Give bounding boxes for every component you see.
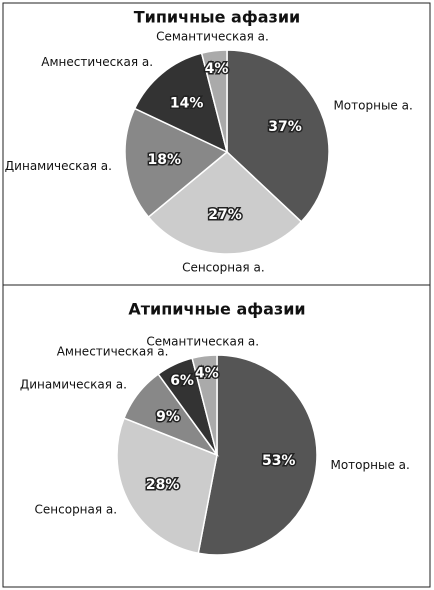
category-label: Сенсорная а. <box>35 502 118 516</box>
chart-title: Атипичные афазии <box>128 300 305 319</box>
category-label: Семантическая а. <box>156 29 269 43</box>
pie-slice <box>124 107 229 219</box>
pie-slice <box>200 49 228 153</box>
value-label: 18% <box>148 152 182 168</box>
value-label: 53% <box>262 453 296 469</box>
value-label: 14% <box>170 95 204 111</box>
pie-slice <box>147 151 303 255</box>
category-label: Динамическая а. <box>5 159 112 173</box>
category-label: Моторные а. <box>330 458 409 472</box>
value-label: 4% <box>205 61 229 77</box>
value-label: 28% <box>146 477 180 493</box>
category-label: Сенсорная а. <box>182 260 265 274</box>
value-label: 6% <box>170 373 194 389</box>
category-label: Амнестическая а. <box>57 344 169 358</box>
category-label: Моторные а. <box>333 98 412 112</box>
pie-slice <box>226 49 330 223</box>
value-label: 37% <box>268 119 302 135</box>
value-label: 9% <box>156 409 180 425</box>
chart-title: Типичные афазии <box>134 8 301 27</box>
panel-border <box>2 284 431 588</box>
category-label: Амнестическая а. <box>41 55 153 69</box>
value-label: 27% <box>208 207 242 223</box>
value-label: 4% <box>195 366 219 382</box>
pie-slice <box>197 354 318 556</box>
pie-slice <box>191 354 218 456</box>
pie-slice <box>116 417 218 555</box>
pie-slice <box>133 52 229 154</box>
category-label: Семантическая а. <box>146 334 259 348</box>
category-label: Динамическая а. <box>20 378 127 392</box>
